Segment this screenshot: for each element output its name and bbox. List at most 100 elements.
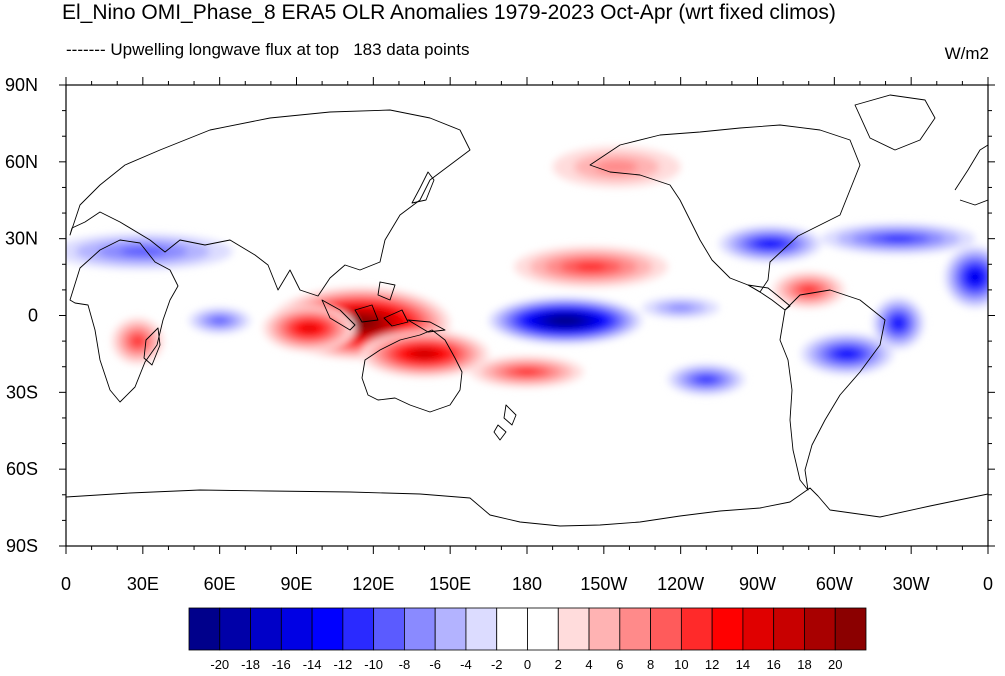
colorbar-label-12: 4 — [585, 657, 592, 672]
map-title: El_Nino OMI_Phase_8 ERA5 OLR Anomalies 1… — [62, 1, 836, 24]
colorbar-swatch-6 — [373, 607, 405, 651]
anomaly-contour-4-5 — [575, 262, 607, 271]
colorbar-swatch-20 — [804, 607, 836, 651]
colorbar-label-4: -12 — [333, 657, 352, 672]
colorbar-swatch-18 — [742, 607, 775, 651]
lat-label-0: 90N — [5, 75, 38, 95]
colorbar-swatch-13 — [588, 607, 621, 651]
colorbar-swatch-19 — [773, 607, 805, 651]
colorbar-label-17: 14 — [736, 657, 750, 672]
coastline-madagascar — [143, 327, 161, 366]
anomaly-contour-16-4 — [211, 317, 228, 324]
colorbar-label-3: -14 — [303, 657, 322, 672]
lat-label-5: 60S — [6, 459, 38, 479]
anomaly-contour-7-5 — [801, 286, 816, 294]
colorbar-swatch-12 — [557, 607, 590, 651]
colorbar: -20 -18 -16 -14 -12 -10 -8 -6 -4 -2 0 2 4 6 8 10 12 14 16 1… — [188, 607, 867, 672]
anomaly-contour-1-7 — [302, 325, 316, 332]
lon-label-1: 30E — [127, 574, 159, 594]
colorbar-swatch-8 — [434, 607, 467, 651]
colorbar-swatch-1 — [219, 607, 251, 651]
lon-label-3: 90E — [280, 574, 312, 594]
colorbar-label-19: 18 — [797, 657, 811, 672]
lat-label-2: 30N — [5, 229, 38, 249]
colorbar-swatch-15 — [650, 607, 682, 651]
anomaly-contour-13-6 — [839, 350, 855, 358]
colorbar-label-14: 8 — [647, 657, 654, 672]
colorbar-label-6: -8 — [399, 657, 411, 672]
coastline-south-america — [779, 289, 886, 491]
coastline-eurasia — [69, 109, 471, 297]
lat-label-4: 30S — [6, 382, 38, 402]
colorbar-label-9: -2 — [491, 657, 503, 672]
colorbar-swatch-10 — [496, 607, 528, 651]
anomaly-contour-12-4 — [120, 246, 166, 256]
lon-label-6: 180 — [512, 574, 542, 594]
colorbar-label-11: 2 — [555, 657, 562, 672]
data-points-count: 183 data points — [353, 40, 470, 59]
colorbar-label-13: 6 — [616, 657, 623, 672]
anomaly-contour-2-8 — [416, 351, 433, 357]
coastline-europe-west — [954, 144, 988, 206]
colorbar-label-2: -16 — [272, 657, 291, 672]
lat-label-1: 60N — [5, 152, 38, 172]
colorbar-label-10: 0 — [524, 657, 531, 672]
coastline-australia — [361, 329, 463, 413]
colorbar-label-0: -20 — [210, 657, 229, 672]
lon-label-11: 30W — [893, 574, 930, 594]
colorbar-swatch-2 — [250, 607, 282, 651]
colorbar-swatch-16 — [680, 607, 713, 651]
colorbar-swatch-3 — [280, 607, 313, 651]
olr-anomaly-field — [66, 146, 988, 395]
variable-description-text: ------- Upwelling longwave flux at top — [66, 40, 340, 59]
anomaly-contour-3-5 — [515, 368, 539, 375]
anomaly-contour-6-5 — [132, 336, 143, 346]
lat-label-6: 90S — [6, 536, 38, 556]
colorbar-swatch-14 — [619, 607, 651, 651]
anomaly-contour-8-3 — [595, 160, 638, 174]
colorbar-label-20: 20 — [828, 657, 842, 672]
anomaly-contour-10-5 — [882, 235, 914, 242]
colorbar-swatch-5 — [342, 607, 375, 651]
colorbar-swatch-11 — [527, 607, 559, 651]
colorbar-label-16: 12 — [705, 657, 719, 672]
anomaly-contour-17-3 — [667, 304, 694, 312]
colorbar-label-8: -4 — [460, 657, 472, 672]
anomaly-contour-9-6 — [761, 240, 779, 247]
anomaly-contour-5-11 — [558, 318, 573, 323]
coastline-north-america — [589, 124, 861, 293]
lon-label-2: 60E — [204, 574, 236, 594]
map-axes: 90N 60N 30N 0 30S 60S 90S 0 30E 60E 90E 120E 150E 180… — [5, 75, 995, 594]
lon-label-12: 0 — [983, 574, 993, 594]
colorbar-swatch-17 — [711, 607, 744, 651]
coastline-new-zealand — [493, 404, 517, 441]
colorbar-label-15: 10 — [674, 657, 688, 672]
lat-label-3: 0 — [28, 306, 38, 326]
coastline-japan — [411, 171, 435, 204]
colorbar-label-1: -18 — [241, 657, 260, 672]
lon-label-9: 90W — [739, 574, 776, 594]
colorbar-label-7: -6 — [429, 657, 441, 672]
colorbar-swatch-4 — [311, 607, 344, 651]
units-label: W/m2 — [944, 44, 989, 63]
colorbar-swatch-9 — [465, 607, 498, 651]
coastline-africa — [69, 239, 179, 403]
coastline-antarctica — [66, 487, 988, 527]
lon-label-0: 0 — [61, 574, 71, 594]
lon-label-8: 120W — [657, 574, 704, 594]
lon-label-4: 120E — [352, 574, 394, 594]
anomaly-contour-11-7 — [970, 272, 980, 282]
coastline-greenland — [854, 94, 936, 151]
coastlines — [66, 94, 988, 527]
colorbar-label-5: -10 — [364, 657, 383, 672]
colorbar-swatch-0 — [188, 607, 221, 651]
colorbar-swatch-21 — [834, 607, 867, 651]
lon-label-10: 60W — [816, 574, 853, 594]
anomaly-contour-14-6 — [894, 318, 903, 328]
lon-label-5: 150E — [429, 574, 471, 594]
colorbar-label-18: 16 — [766, 657, 780, 672]
anomaly-contour-15-5 — [698, 376, 714, 383]
colorbar-swatch-7 — [404, 607, 436, 651]
variable-description: ------- Upwelling longwave flux at top 1… — [66, 40, 469, 60]
